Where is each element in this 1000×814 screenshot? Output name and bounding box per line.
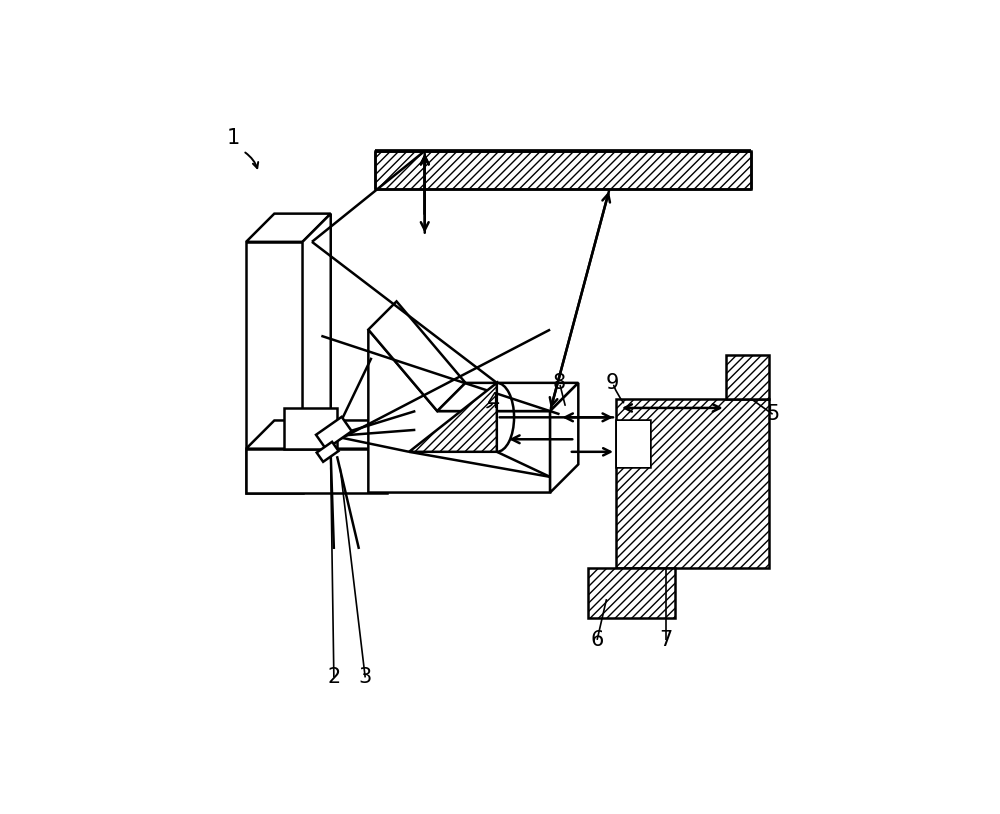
Text: 8: 8 — [553, 373, 566, 393]
Bar — [375, 151, 751, 189]
Polygon shape — [437, 383, 578, 411]
Polygon shape — [316, 417, 352, 449]
Bar — [616, 421, 650, 467]
Polygon shape — [387, 421, 415, 492]
Bar — [284, 408, 337, 449]
Polygon shape — [550, 383, 578, 492]
Text: 6: 6 — [590, 630, 604, 650]
Polygon shape — [368, 301, 465, 411]
Text: 3: 3 — [359, 667, 372, 688]
Polygon shape — [246, 242, 303, 492]
Text: 7: 7 — [659, 630, 673, 650]
Text: 4: 4 — [487, 392, 500, 412]
Polygon shape — [303, 213, 331, 492]
Polygon shape — [317, 442, 339, 462]
Polygon shape — [246, 449, 387, 492]
Text: 5: 5 — [766, 405, 779, 424]
Bar — [617, 421, 650, 467]
Text: 9: 9 — [606, 373, 619, 393]
Bar — [726, 355, 769, 399]
Polygon shape — [246, 213, 331, 242]
Polygon shape — [409, 383, 497, 452]
Bar — [588, 568, 675, 618]
Polygon shape — [246, 421, 415, 449]
Bar — [616, 399, 769, 568]
Polygon shape — [368, 330, 550, 492]
Text: 1: 1 — [227, 129, 240, 148]
Text: 2: 2 — [327, 667, 340, 688]
